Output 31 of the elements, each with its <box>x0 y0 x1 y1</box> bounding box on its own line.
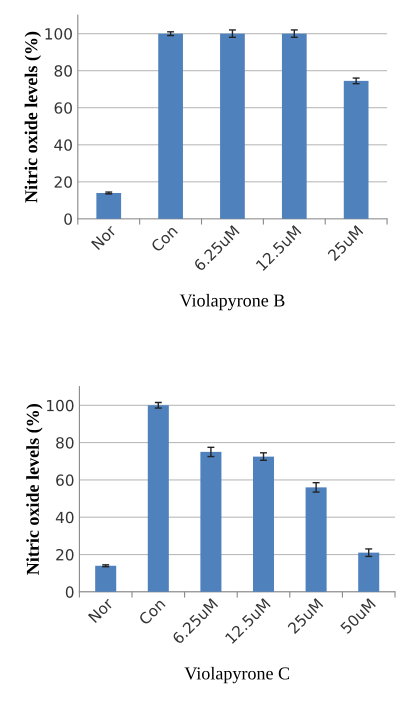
y-axis-title: Nitric oxide levels (%) <box>24 32 42 203</box>
bar <box>96 192 122 219</box>
y-tick-label: 100 <box>47 400 74 412</box>
x-tick-label: Nor <box>91 224 118 250</box>
bar <box>158 34 183 219</box>
bar <box>200 452 222 592</box>
y-tick-label: 60 <box>54 102 72 114</box>
y-tick-label: 40 <box>56 512 74 524</box>
bar <box>358 552 380 592</box>
y-tick-label: 0 <box>66 586 74 598</box>
x-axis-title: Violapyrone C <box>184 666 290 684</box>
y-tick-label: 100 <box>45 28 72 40</box>
bar <box>344 80 369 219</box>
x-tick-label: Con <box>150 224 178 252</box>
bar <box>306 487 327 592</box>
y-tick-label: 20 <box>56 548 74 561</box>
y-tick-label: 40 <box>54 139 72 151</box>
bar <box>220 34 245 219</box>
x-tick-label: Con <box>138 598 166 626</box>
y-tick-label: 80 <box>56 437 74 449</box>
x-tick-label: Nor <box>88 597 114 624</box>
y-tick-label: 60 <box>56 474 74 486</box>
bar <box>252 456 274 592</box>
y-tick-label: 80 <box>54 65 72 77</box>
y-axis-title: Nitric oxide levels (%) <box>26 404 43 575</box>
bar <box>282 34 307 219</box>
y-tick-label: 20 <box>54 176 72 188</box>
bar <box>148 405 169 592</box>
x-axis-title: Violapyrone B <box>180 294 284 310</box>
bar <box>95 566 116 592</box>
y-tick-label: 0 <box>64 213 72 225</box>
